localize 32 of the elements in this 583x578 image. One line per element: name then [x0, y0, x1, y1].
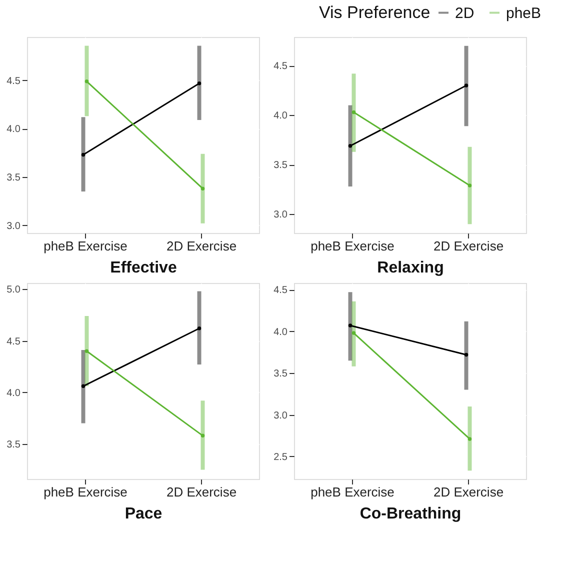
y-tick-label: 4.5 — [274, 285, 288, 296]
y-tick-label: 3.0 — [274, 410, 288, 422]
legend-label: pheB — [506, 4, 542, 22]
x-tick-label: 2D Exercise — [433, 484, 504, 500]
x-axis-title: Co-Breathing — [360, 506, 462, 522]
y-tick-label: 3.5 — [6, 172, 21, 184]
y-tick-label: 2.5 — [274, 452, 288, 463]
y-tick-label: 3.5 — [6, 439, 21, 450]
y-tick-label: 5.0 — [6, 284, 21, 296]
x-tick-label: pheB Exercise — [44, 238, 128, 254]
x-tick-label: 2D Exercise — [433, 238, 504, 254]
y-tick-label: 4.0 — [6, 124, 21, 136]
x-axis-title: Relaxing — [377, 260, 444, 276]
y-tick-label: 3.0 — [274, 210, 288, 221]
y-tick-label: 4.0 — [274, 326, 288, 338]
x-tick-label: pheB Exercise — [310, 238, 394, 254]
y-tick-label: 4.5 — [274, 61, 288, 72]
y-tick-label: 3.0 — [6, 220, 21, 232]
x-tick-label: 2D Exercise — [166, 484, 237, 500]
y-tick-label: 4.5 — [6, 336, 21, 348]
x-tick-label: pheB Exercise — [310, 484, 394, 500]
x-axis-title: Pace — [124, 506, 162, 522]
y-tick-label: 3.5 — [274, 368, 288, 380]
y-tick-label: 3.5 — [274, 160, 288, 172]
x-tick-label: pheB Exercise — [44, 484, 128, 500]
x-axis-title: Effective — [110, 260, 177, 276]
x-tick-label: 2D Exercise — [166, 238, 237, 254]
legend-label: 2D — [455, 4, 474, 22]
y-tick-label: 4.5 — [6, 76, 21, 87]
y-tick-label: 4.0 — [274, 110, 288, 122]
legend-title: Vis Preference — [319, 3, 430, 22]
y-tick-label: 4.0 — [6, 388, 21, 399]
